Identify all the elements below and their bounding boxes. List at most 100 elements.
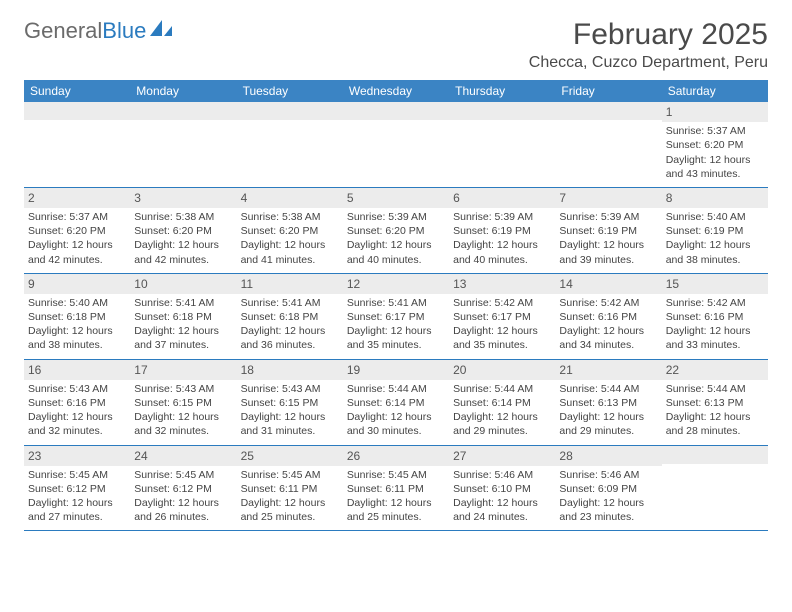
day-number-row: 1 (662, 102, 768, 122)
week-row: 2Sunrise: 5:37 AMSunset: 6:20 PMDaylight… (24, 188, 768, 274)
sunrise-line: Sunrise: 5:41 AM (134, 296, 232, 310)
day-number-row: 8 (662, 188, 768, 208)
daylight-line: Daylight: 12 hours and 39 minutes. (559, 238, 657, 266)
day-number-row (555, 102, 661, 120)
day-number: 24 (134, 449, 147, 463)
day-header: Friday (555, 80, 661, 102)
day-number: 11 (241, 277, 253, 291)
day-header: Monday (130, 80, 236, 102)
day-number-row (449, 102, 555, 120)
sunset-line: Sunset: 6:20 PM (241, 224, 339, 238)
day-number: 1 (666, 105, 673, 119)
day-cell: 17Sunrise: 5:43 AMSunset: 6:15 PMDayligh… (130, 360, 236, 445)
day-cell: 19Sunrise: 5:44 AMSunset: 6:14 PMDayligh… (343, 360, 449, 445)
day-number-row: 6 (449, 188, 555, 208)
day-cell (24, 102, 130, 187)
daylight-line: Daylight: 12 hours and 32 minutes. (134, 410, 232, 438)
daylight-line: Daylight: 12 hours and 32 minutes. (28, 410, 126, 438)
sunrise-line: Sunrise: 5:46 AM (559, 468, 657, 482)
day-cell (662, 446, 768, 531)
daylight-line: Daylight: 12 hours and 25 minutes. (241, 496, 339, 524)
sunset-line: Sunset: 6:13 PM (559, 396, 657, 410)
sunset-line: Sunset: 6:17 PM (347, 310, 445, 324)
day-number-row (237, 102, 343, 120)
day-number-row: 26 (343, 446, 449, 466)
day-cell: 18Sunrise: 5:43 AMSunset: 6:15 PMDayligh… (237, 360, 343, 445)
day-number-row: 12 (343, 274, 449, 294)
sunset-line: Sunset: 6:13 PM (666, 396, 764, 410)
day-cell: 24Sunrise: 5:45 AMSunset: 6:12 PMDayligh… (130, 446, 236, 531)
day-number-row: 5 (343, 188, 449, 208)
sunset-line: Sunset: 6:10 PM (453, 482, 551, 496)
daylight-line: Daylight: 12 hours and 38 minutes. (28, 324, 126, 352)
day-number-row: 7 (555, 188, 661, 208)
day-number-row: 20 (449, 360, 555, 380)
day-number-row (24, 102, 130, 120)
day-cell: 10Sunrise: 5:41 AMSunset: 6:18 PMDayligh… (130, 274, 236, 359)
sunrise-line: Sunrise: 5:45 AM (347, 468, 445, 482)
sunrise-line: Sunrise: 5:40 AM (666, 210, 764, 224)
day-number-row: 17 (130, 360, 236, 380)
day-number: 12 (347, 277, 360, 291)
daylight-line: Daylight: 12 hours and 42 minutes. (134, 238, 232, 266)
week-row: 9Sunrise: 5:40 AMSunset: 6:18 PMDaylight… (24, 274, 768, 360)
sunset-line: Sunset: 6:20 PM (134, 224, 232, 238)
sunrise-line: Sunrise: 5:42 AM (666, 296, 764, 310)
week-row: 1Sunrise: 5:37 AMSunset: 6:20 PMDaylight… (24, 102, 768, 188)
sunrise-line: Sunrise: 5:45 AM (28, 468, 126, 482)
sunset-line: Sunset: 6:11 PM (347, 482, 445, 496)
sunset-line: Sunset: 6:14 PM (453, 396, 551, 410)
calendar: SundayMondayTuesdayWednesdayThursdayFrid… (24, 80, 768, 531)
logo-sail-icon (148, 18, 174, 44)
day-number: 15 (666, 277, 679, 291)
daylight-line: Daylight: 12 hours and 36 minutes. (241, 324, 339, 352)
daylight-line: Daylight: 12 hours and 26 minutes. (134, 496, 232, 524)
day-cell: 22Sunrise: 5:44 AMSunset: 6:13 PMDayligh… (662, 360, 768, 445)
sunrise-line: Sunrise: 5:38 AM (134, 210, 232, 224)
day-number-row: 15 (662, 274, 768, 294)
day-number: 23 (28, 449, 41, 463)
sunrise-line: Sunrise: 5:42 AM (453, 296, 551, 310)
sunset-line: Sunset: 6:18 PM (28, 310, 126, 324)
day-number-row: 23 (24, 446, 130, 466)
logo: GeneralBlue (24, 18, 174, 44)
day-cell: 4Sunrise: 5:38 AMSunset: 6:20 PMDaylight… (237, 188, 343, 273)
daylight-line: Daylight: 12 hours and 35 minutes. (453, 324, 551, 352)
sunset-line: Sunset: 6:15 PM (241, 396, 339, 410)
day-header: Sunday (24, 80, 130, 102)
sunset-line: Sunset: 6:20 PM (666, 138, 764, 152)
sunrise-line: Sunrise: 5:40 AM (28, 296, 126, 310)
day-cell (237, 102, 343, 187)
day-cell: 23Sunrise: 5:45 AMSunset: 6:12 PMDayligh… (24, 446, 130, 531)
sunrise-line: Sunrise: 5:42 AM (559, 296, 657, 310)
day-number-row (130, 102, 236, 120)
day-number-row (343, 102, 449, 120)
day-number-row: 22 (662, 360, 768, 380)
day-number-row: 14 (555, 274, 661, 294)
day-number: 27 (453, 449, 466, 463)
daylight-line: Daylight: 12 hours and 29 minutes. (453, 410, 551, 438)
day-number-row: 28 (555, 446, 661, 466)
day-cell: 6Sunrise: 5:39 AMSunset: 6:19 PMDaylight… (449, 188, 555, 273)
day-cell: 13Sunrise: 5:42 AMSunset: 6:17 PMDayligh… (449, 274, 555, 359)
sunrise-line: Sunrise: 5:39 AM (347, 210, 445, 224)
daylight-line: Daylight: 12 hours and 42 minutes. (28, 238, 126, 266)
day-number: 3 (134, 191, 141, 205)
day-number-row: 3 (130, 188, 236, 208)
sunset-line: Sunset: 6:09 PM (559, 482, 657, 496)
sunrise-line: Sunrise: 5:44 AM (347, 382, 445, 396)
day-cell: 11Sunrise: 5:41 AMSunset: 6:18 PMDayligh… (237, 274, 343, 359)
daylight-line: Daylight: 12 hours and 30 minutes. (347, 410, 445, 438)
sunrise-line: Sunrise: 5:43 AM (28, 382, 126, 396)
daylight-line: Daylight: 12 hours and 35 minutes. (347, 324, 445, 352)
daylight-line: Daylight: 12 hours and 24 minutes. (453, 496, 551, 524)
daylight-line: Daylight: 12 hours and 33 minutes. (666, 324, 764, 352)
sunset-line: Sunset: 6:19 PM (453, 224, 551, 238)
day-number: 28 (559, 449, 572, 463)
day-number-row: 4 (237, 188, 343, 208)
day-number: 6 (453, 191, 460, 205)
day-cell: 3 Sunrise: 5:38 AMSunset: 6:20 PMDaylight… (130, 188, 236, 273)
day-number: 9 (28, 277, 35, 291)
sunrise-line: Sunrise: 5:39 AM (453, 210, 551, 224)
week-row: 16Sunrise: 5:43 AMSunset: 6:16 PMDayligh… (24, 360, 768, 446)
